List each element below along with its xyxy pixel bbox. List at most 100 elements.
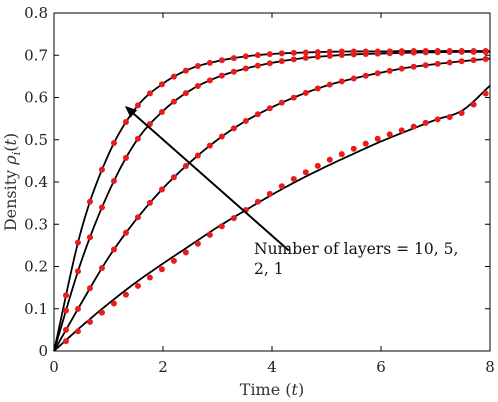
data-point bbox=[182, 90, 189, 97]
x-axis-title: Time (t) bbox=[240, 380, 304, 399]
data-point bbox=[230, 125, 237, 132]
data-point bbox=[470, 48, 477, 55]
data-point bbox=[218, 133, 225, 140]
y-tick-label: 0.1 bbox=[24, 300, 48, 318]
data-point bbox=[74, 268, 81, 275]
data-point bbox=[254, 62, 261, 69]
data-point bbox=[182, 67, 189, 74]
data-point bbox=[302, 89, 309, 96]
data-point bbox=[218, 223, 225, 230]
data-point bbox=[242, 53, 249, 60]
x-tick-label: 0 bbox=[49, 358, 59, 376]
data-point bbox=[62, 326, 69, 333]
data-point bbox=[446, 114, 453, 121]
data-point bbox=[374, 135, 381, 142]
data-point bbox=[158, 109, 165, 116]
data-point bbox=[278, 58, 285, 65]
annotation-text-line1: Number of layers = 10, 5, bbox=[254, 240, 458, 258]
data-point bbox=[182, 163, 189, 170]
data-point bbox=[326, 156, 333, 163]
annotation: Number of layers = 10, 5, 2, 1 bbox=[124, 105, 458, 278]
data-point bbox=[434, 116, 441, 123]
data-point bbox=[458, 110, 465, 117]
data-point bbox=[458, 58, 465, 65]
data-point bbox=[98, 166, 105, 173]
data-point bbox=[122, 118, 129, 125]
data-point bbox=[206, 77, 213, 84]
data-point bbox=[134, 282, 141, 289]
data-point bbox=[62, 292, 69, 299]
data-point bbox=[314, 162, 321, 169]
data-point bbox=[182, 249, 189, 256]
y-tick-label: 0 bbox=[38, 342, 48, 360]
data-point bbox=[290, 94, 297, 101]
data-point bbox=[290, 49, 297, 56]
data-point bbox=[398, 127, 405, 134]
data-point bbox=[158, 266, 165, 273]
annotation-text-line2: 2, 1 bbox=[254, 260, 284, 278]
data-point bbox=[434, 60, 441, 67]
data-point bbox=[134, 102, 141, 109]
data-point bbox=[86, 318, 93, 325]
data-point bbox=[350, 75, 357, 82]
data-point bbox=[86, 198, 93, 205]
data-point bbox=[230, 55, 237, 62]
data-point bbox=[314, 53, 321, 60]
data-point bbox=[350, 51, 357, 58]
data-point bbox=[218, 57, 225, 64]
data-point bbox=[194, 82, 201, 89]
data-point bbox=[98, 309, 105, 316]
data-point bbox=[194, 63, 201, 70]
data-point bbox=[122, 291, 129, 298]
data-point bbox=[134, 135, 141, 142]
data-point bbox=[110, 140, 117, 147]
data-point bbox=[446, 49, 453, 56]
data-point bbox=[170, 174, 177, 181]
data-point bbox=[98, 264, 105, 271]
data-point bbox=[422, 49, 429, 56]
data-point bbox=[470, 57, 477, 64]
data-point bbox=[86, 234, 93, 241]
data-point bbox=[482, 56, 489, 63]
data-point bbox=[86, 285, 93, 292]
data-point bbox=[398, 49, 405, 56]
data-point bbox=[422, 119, 429, 126]
data-point bbox=[242, 117, 249, 124]
data-point bbox=[254, 111, 261, 118]
data-point bbox=[374, 70, 381, 77]
x-tick-label: 8 bbox=[485, 358, 495, 376]
data-point bbox=[74, 328, 81, 335]
data-point bbox=[338, 52, 345, 59]
data-point bbox=[62, 307, 69, 314]
data-point bbox=[194, 240, 201, 247]
data-point bbox=[146, 274, 153, 281]
data-point bbox=[194, 152, 201, 159]
y-tick-label: 0.4 bbox=[24, 173, 48, 191]
data-point bbox=[110, 300, 117, 307]
data-point bbox=[230, 68, 237, 75]
series-layer bbox=[53, 48, 491, 352]
data-point bbox=[302, 54, 309, 61]
data-point bbox=[266, 51, 273, 58]
data-point bbox=[206, 59, 213, 66]
data-point bbox=[482, 48, 489, 55]
data-point bbox=[266, 190, 273, 197]
data-point bbox=[62, 338, 69, 345]
data-point bbox=[170, 257, 177, 264]
data-point bbox=[410, 123, 417, 130]
data-point bbox=[122, 154, 129, 161]
axes-layer: 0 2 4 6 8 0 0.1 0.2 0.3 0.4 0.5 0.6 0.7 0.8 bbox=[24, 4, 495, 376]
data-point bbox=[482, 90, 489, 97]
data-point bbox=[254, 52, 261, 59]
data-point bbox=[398, 65, 405, 72]
data-point bbox=[302, 49, 309, 56]
y-tick-label: 0.8 bbox=[24, 4, 48, 22]
data-point bbox=[470, 101, 477, 108]
data-point bbox=[242, 65, 249, 72]
series-line bbox=[53, 50, 490, 352]
data-point bbox=[266, 105, 273, 112]
data-point bbox=[170, 73, 177, 80]
data-point bbox=[362, 140, 369, 147]
data-point bbox=[446, 59, 453, 66]
